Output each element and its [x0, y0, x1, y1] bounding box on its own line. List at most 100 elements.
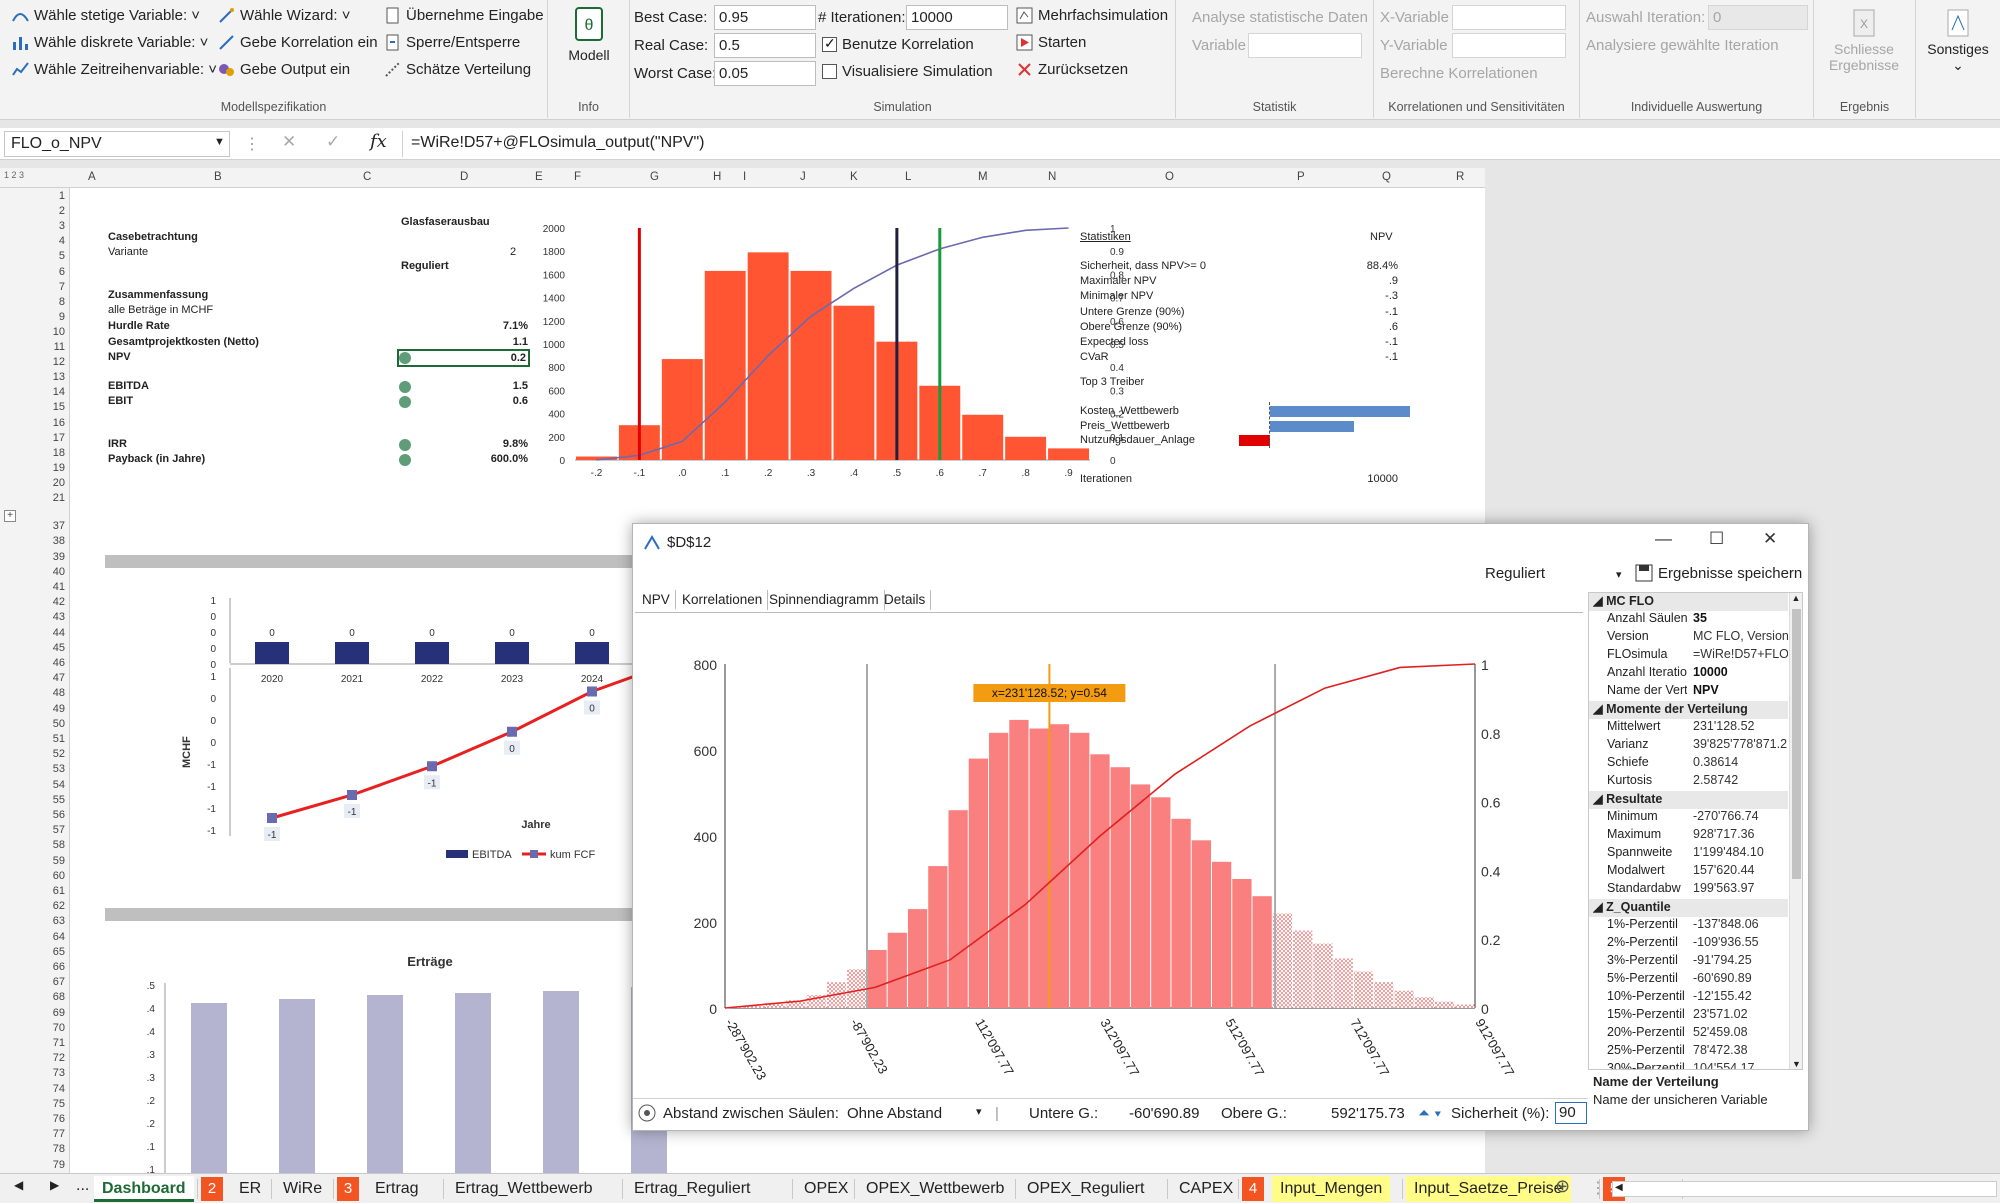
property-row[interactable]: 5%-Perzentil -60'690.89 — [1589, 971, 1788, 989]
property-row[interactable]: Modalwert 157'620.44 — [1589, 863, 1788, 881]
chevron-down-icon[interactable]: ▾ — [1616, 569, 1622, 581]
property-row[interactable]: 15%-Perzentil 23'571.02 — [1589, 1007, 1788, 1025]
choose-iteration-input[interactable]: 0 — [1708, 5, 1808, 30]
metric-value[interactable]: 7.1% — [502, 320, 528, 332]
variable-dropdown[interactable] — [1248, 33, 1362, 58]
property-section[interactable]: ◢ Momente der Verteilung — [1589, 701, 1788, 719]
column-header-B[interactable]: B — [214, 171, 222, 183]
confidence-icon[interactable]: ⏶ ▾ — [1418, 1105, 1442, 1122]
column-header-O[interactable]: O — [1165, 171, 1174, 183]
cancel-icon[interactable]: ✕ — [282, 132, 297, 151]
metric-value[interactable]: 1.1 — [512, 336, 528, 348]
property-row[interactable]: Maximum 928'717.36 — [1589, 827, 1788, 845]
row-header-76[interactable]: 76 — [52, 1113, 65, 1125]
row-header-57[interactable]: 57 — [52, 824, 65, 837]
confirm-icon[interactable]: ✓ — [326, 132, 341, 151]
row-header-55[interactable]: 55 — [52, 793, 65, 806]
case-select[interactable]: Reguliert — [1485, 565, 1546, 582]
start-button[interactable]: Starten — [1016, 34, 1086, 51]
accept-input-button[interactable]: Übernehme Eingabe — [384, 7, 544, 24]
row-header-56[interactable]: 56 — [52, 809, 65, 821]
row-header-58[interactable]: 58 — [52, 839, 65, 852]
sheet-tab-er[interactable]: ER — [239, 1180, 262, 1197]
row-header-13[interactable]: 13 — [52, 371, 65, 384]
column-header-H[interactable]: H — [713, 171, 722, 183]
property-row[interactable]: 3%-Perzentil -91'794.25 — [1589, 953, 1788, 971]
property-row[interactable]: 30%-Perzentil 104'554.17 — [1589, 1061, 1788, 1069]
property-row[interactable]: Version MC FLO, Version — [1589, 629, 1788, 647]
property-row[interactable]: 25%-Perzentil 78'472.38 — [1589, 1043, 1788, 1061]
row-header-52[interactable]: 52 — [52, 748, 65, 761]
sheet-tab-input_mengen[interactable]: Input_Mengen — [1272, 1176, 1391, 1202]
column-header-A[interactable]: A — [88, 171, 96, 183]
choose-timeseries-variable-button[interactable]: Wähle Zeitreihenvariable: ˅ — [12, 61, 217, 78]
property-row[interactable]: FLOsimula =WiRe!D57+FLO — [1589, 647, 1788, 665]
row-header-44[interactable]: 44 — [52, 626, 65, 639]
column-header-L[interactable]: L — [905, 171, 912, 183]
row-header-17[interactable]: 17 — [52, 431, 65, 444]
choose-discrete-variable-button[interactable]: Wähle diskrete Variable: ˅ — [12, 34, 208, 51]
wizard-button[interactable]: Wähle Wizard: ˅ — [218, 7, 350, 24]
property-row[interactable]: Anzahl Iterationen 10000 — [1589, 665, 1788, 683]
visualize-simulation-checkbox[interactable]: Visualisiere Simulation — [822, 63, 993, 80]
other-button[interactable]: Sonstiges ⌄ — [1916, 8, 2000, 74]
add-sheet-icon[interactable]: ⊕ — [1555, 1176, 1571, 1196]
column-header-G[interactable]: G — [650, 171, 659, 183]
row-header-73[interactable]: 73 — [52, 1067, 65, 1080]
property-row[interactable]: 20%-Perzentil 52'459.08 — [1589, 1025, 1788, 1043]
metric-value[interactable]: 9.8% — [502, 438, 528, 450]
lock-unlock-button[interactable]: Sperre/Entsperre — [384, 34, 520, 51]
row-header-1[interactable]: 1 — [58, 190, 65, 202]
confidence-input[interactable]: 90 — [1555, 1102, 1587, 1124]
properties-grid[interactable]: ◢ MC FLO Anzahl Säulen 35 Version MC FLO, Ve… — [1588, 592, 1803, 1070]
scroll-left-icon[interactable]: ◀ — [1615, 1182, 1623, 1193]
property-section[interactable]: ◢ Resultate — [1589, 791, 1788, 809]
row-header-43[interactable]: 43 — [52, 611, 65, 624]
row-header-20[interactable]: 20 — [52, 476, 65, 489]
row-header-42[interactable]: 42 — [52, 596, 65, 609]
row-header-45[interactable]: 45 — [52, 641, 65, 654]
property-row[interactable]: 1%-Perzentil -137'848.06 — [1589, 917, 1788, 935]
scroll-thumb[interactable] — [1792, 609, 1801, 879]
row-header-74[interactable]: 74 — [52, 1082, 65, 1095]
row-header-64[interactable]: 64 — [52, 930, 65, 943]
close-icon[interactable]: ✕ — [1763, 529, 1778, 548]
property-row[interactable]: Standardabw 199'563.97 — [1589, 881, 1788, 899]
enter-correlation-button[interactable]: Gebe Korrelation ein — [218, 34, 378, 51]
row-header-77[interactable]: 77 — [52, 1128, 65, 1141]
row-header-41[interactable]: 41 — [52, 581, 65, 593]
row-header-50[interactable]: 50 — [52, 717, 65, 730]
function-icon[interactable]: fx — [370, 131, 387, 152]
row-header-39[interactable]: 39 — [52, 550, 65, 563]
row-header-67[interactable]: 67 — [52, 976, 65, 989]
expand-group-icon[interactable]: + — [4, 510, 16, 522]
row-header-70[interactable]: 70 — [52, 1021, 65, 1034]
scrollbar[interactable]: ▲ ▼ — [1789, 593, 1802, 1069]
row-header-38[interactable]: 38 — [52, 535, 65, 548]
sheet-tab-dashboard[interactable]: Dashboard — [94, 1176, 194, 1202]
row-header-11[interactable]: 11 — [53, 341, 65, 353]
row-header-79[interactable]: 79 — [52, 1158, 65, 1171]
row-header-78[interactable]: 78 — [52, 1143, 65, 1156]
x-variable-dropdown[interactable] — [1452, 5, 1566, 30]
row-header-66[interactable]: 66 — [52, 961, 65, 973]
row-header-15[interactable]: 15 — [52, 401, 65, 414]
row-header-51[interactable]: 51 — [52, 733, 65, 745]
row-header-6[interactable]: 6 — [58, 265, 65, 278]
minimize-icon[interactable]: — — [1655, 529, 1672, 548]
settings-icon[interactable] — [637, 1103, 657, 1127]
column-header-P[interactable]: P — [1297, 171, 1305, 183]
column-header-M[interactable]: M — [978, 171, 988, 183]
row-header-69[interactable]: 69 — [52, 1006, 65, 1019]
row-header-14[interactable]: 14 — [52, 386, 65, 399]
tab-npv[interactable]: NPV — [637, 590, 676, 610]
row-header-3[interactable]: 3 — [58, 220, 65, 233]
row-header-54[interactable]: 54 — [52, 778, 65, 791]
reset-button[interactable]: Zurücksetzen — [1016, 61, 1128, 78]
row-header-9[interactable]: 9 — [58, 310, 65, 323]
y-variable-dropdown[interactable] — [1452, 33, 1566, 58]
property-section[interactable]: ◢ Z_Quantile — [1589, 899, 1788, 917]
column-header-J[interactable]: J — [800, 171, 806, 183]
tab-scroll-right-icon[interactable]: ▶ — [50, 1178, 60, 1192]
row-header-53[interactable]: 53 — [52, 763, 65, 776]
